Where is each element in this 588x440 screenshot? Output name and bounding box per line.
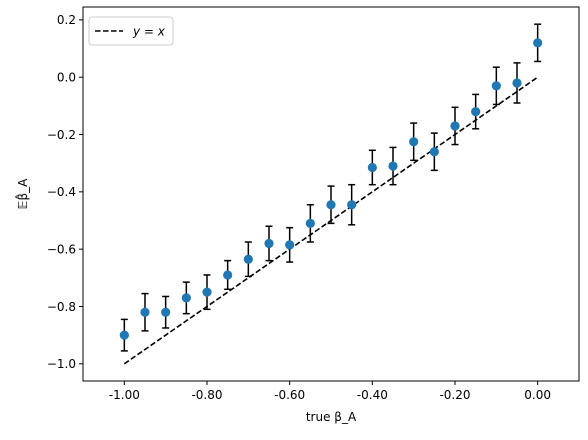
plot-area	[119, 23, 543, 365]
y-axis-label: 𝔼β̂_A	[14, 178, 30, 209]
point-marker	[347, 200, 357, 210]
y-tick-label: 0.0	[57, 71, 76, 85]
point-marker	[367, 162, 377, 173]
point-marker	[243, 254, 253, 264]
point-marker	[181, 293, 191, 303]
data-point	[409, 122, 419, 162]
axes-frame	[82, 6, 580, 382]
y-tick-label: 0.2	[57, 13, 76, 27]
point-marker	[119, 330, 129, 340]
data-point	[429, 132, 439, 172]
point-marker	[285, 240, 295, 250]
x-tick-label: -0.40	[357, 388, 388, 402]
data-point	[533, 23, 543, 63]
data-point	[471, 93, 481, 130]
x-tick-label: -0.80	[191, 388, 222, 402]
y-axis: −1.0 −0.8 −0.6 −0.4 −0.2 0.0 0.2	[47, 13, 83, 371]
data-point	[223, 259, 233, 291]
point-marker	[450, 121, 460, 131]
data-point	[491, 66, 501, 106]
data-point	[305, 203, 315, 243]
x-axis: -1.00 -0.80 -0.60 -0.40 -0.20 0.00	[109, 381, 551, 402]
data-point	[119, 318, 129, 352]
point-marker	[388, 161, 398, 171]
data-point	[512, 62, 522, 104]
x-tick-label: -0.60	[274, 388, 305, 402]
legend-box	[88, 16, 174, 46]
x-tick-label: -0.20	[439, 388, 470, 402]
point-marker	[202, 287, 212, 297]
point-marker	[161, 307, 171, 317]
data-point	[181, 281, 191, 315]
point-marker	[326, 200, 336, 210]
point-marker	[533, 38, 543, 48]
y-tick-label: −0.8	[47, 300, 76, 314]
point-marker	[140, 307, 150, 317]
data-point	[367, 149, 377, 186]
x-axis-label: true β_A	[306, 410, 357, 424]
data-point	[140, 292, 150, 332]
legend: y = x	[88, 16, 174, 46]
data-point	[202, 274, 212, 311]
data-point	[285, 226, 295, 263]
y-tick-label: −0.2	[47, 128, 76, 142]
point-marker	[264, 238, 274, 249]
x-tick-label: 0.00	[524, 388, 551, 402]
point-marker	[471, 107, 481, 117]
point-marker	[223, 270, 233, 280]
point-marker	[409, 137, 419, 147]
data-point	[264, 225, 274, 262]
data-point	[450, 106, 460, 146]
point-marker	[491, 81, 501, 91]
data-point	[326, 185, 336, 225]
point-marker	[512, 78, 522, 88]
legend-entry: y = x	[132, 25, 166, 39]
point-marker	[305, 218, 315, 228]
point-marker	[429, 147, 439, 157]
y-tick-label: −1.0	[47, 357, 76, 371]
data-point	[243, 241, 253, 278]
y-tick-label: −0.6	[47, 242, 76, 256]
y-tick-label: −0.4	[47, 185, 76, 199]
data-point	[347, 183, 357, 226]
data-point	[161, 295, 171, 329]
x-tick-label: -1.00	[109, 388, 140, 402]
data-point	[388, 146, 398, 186]
